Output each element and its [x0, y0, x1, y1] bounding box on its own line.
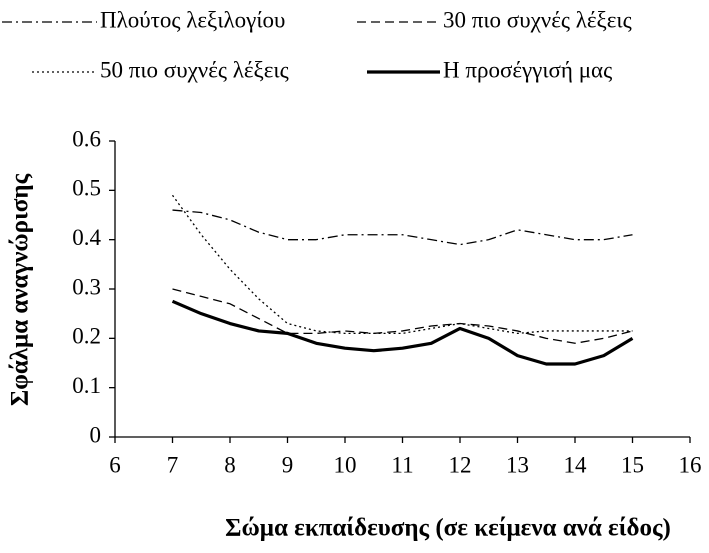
y-axis-label: Σφάλμα αναγνώρισης [7, 173, 34, 406]
x-tick-label: 6 [109, 452, 121, 477]
y-tick-label: 0.5 [72, 176, 101, 201]
y-tick-label: 0.4 [72, 225, 101, 250]
y-tick-label: 0.1 [72, 373, 101, 398]
series-line [172, 209, 633, 246]
x-tick-label: 10 [334, 452, 357, 477]
x-tick-label: 14 [564, 452, 588, 477]
x-tick-label: 7 [167, 452, 179, 477]
y-tick-label: 0.6 [72, 126, 101, 151]
legend-label: 30 πιο συχνές λέξεις [443, 7, 632, 32]
y-tick-label: 0 [90, 422, 102, 447]
x-tick-label: 12 [449, 452, 472, 477]
x-tick-label: 13 [506, 452, 529, 477]
y-tick-label: 0.3 [72, 274, 101, 299]
x-tick-label: 9 [282, 452, 294, 477]
y-tick-label: 0.2 [72, 324, 101, 349]
legend-label: Πλούτος λεξιλογίου [100, 7, 285, 32]
legend-label: 50 πιο συχνές λέξεις [100, 57, 289, 82]
x-tick-label: 16 [679, 452, 702, 477]
x-tick-label: 8 [224, 452, 236, 477]
series-line [172, 288, 633, 344]
legend-label: Η προσέγγισή μας [443, 57, 612, 82]
series-line [171, 299, 634, 366]
x-tick-label: 11 [391, 452, 413, 477]
x-tick-label: 15 [621, 452, 644, 477]
x-axis-label: Σώμα εκπαίδευσης (σε κείμενα ανά είδος) [225, 515, 671, 542]
series-line [171, 194, 633, 335]
